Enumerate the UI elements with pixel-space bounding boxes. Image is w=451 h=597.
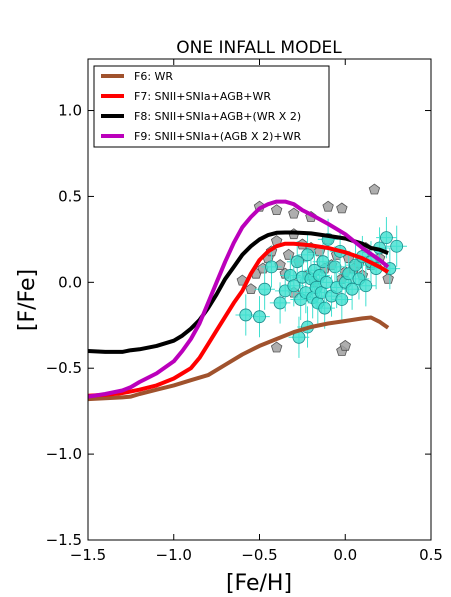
legend-entry: F6: WR	[134, 70, 173, 83]
x-tick-label: −1.0	[156, 546, 192, 564]
series-line-1	[88, 315, 390, 402]
cyan-data-point	[335, 293, 349, 306]
cyan-data-point	[345, 282, 359, 296]
gray-data-point	[368, 183, 381, 195]
cyan-data-point	[273, 296, 287, 310]
cyan-data-point	[390, 239, 404, 253]
y-tick-label: −1.0	[46, 445, 82, 463]
gray-data-point	[270, 204, 283, 216]
gray-data-point	[339, 339, 351, 351]
cyan-data-point	[287, 279, 301, 293]
gray-data-point	[336, 202, 348, 214]
cyan-data-point	[319, 275, 333, 289]
gray-data-point	[245, 283, 257, 295]
cyan-data-point	[290, 255, 304, 269]
cyan-data-point	[316, 255, 330, 269]
cyan-data-point	[258, 282, 272, 296]
axes: −1.5 −1.0 −0.5 0.0 0.5 −1.5 −1.0 −0.5 0.0 0.5 1.0	[46, 58, 443, 564]
gray-data-point	[382, 272, 394, 284]
legend-entry: F7: SNII+SNIa+AGB+WR	[134, 90, 271, 103]
x-axis-label: [Fe/H]	[226, 571, 292, 596]
series-line-4	[88, 199, 390, 399]
legend-entry: F8: SNII+SNIa+AGB+(WR X 2)	[134, 110, 301, 123]
gray-data-point	[288, 207, 300, 219]
cyan-data-point	[265, 260, 278, 274]
cyan-data-point	[359, 279, 373, 293]
y-tick-label: 0.5	[58, 187, 82, 205]
x-tick-label: 0.5	[419, 546, 443, 564]
y-tick-label: 0.0	[58, 273, 82, 291]
chart-title: ONE INFALL MODEL	[176, 38, 342, 58]
cyan-data-point	[328, 260, 342, 274]
gray-data-point	[270, 341, 283, 353]
series-line-3	[88, 230, 389, 354]
legend: F6: WR F7: SNII+SNIa+AGB+WR F8: SNII+SNIa+…	[93, 65, 330, 148]
cyan-data-point	[301, 248, 314, 262]
y-axis-label: [F/Fe]	[15, 269, 40, 331]
x-tick-label: −1.5	[70, 546, 106, 564]
x-tick-label: 0.0	[333, 546, 357, 564]
y-tick-label: −1.5	[46, 531, 82, 549]
y-tick-label: −0.5	[46, 359, 82, 377]
series-line-2	[88, 241, 390, 398]
legend-entry: F9: SNII+SNIa+(AGB X 2)+WR	[134, 130, 301, 143]
y-tick-label: 1.0	[58, 102, 82, 120]
plot-area	[88, 183, 407, 402]
cyan-data-point	[318, 301, 332, 315]
gray-data-point	[322, 200, 334, 212]
legend-box	[93, 65, 330, 148]
x-tick-label: −0.5	[241, 546, 277, 564]
cyan-data-point	[253, 310, 266, 324]
gray-data-point	[282, 248, 295, 260]
cyan-data-point	[239, 308, 253, 322]
cyan-data-point	[380, 231, 393, 245]
